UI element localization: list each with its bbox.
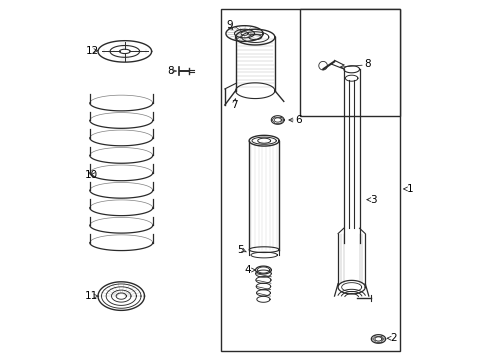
Bar <box>299 9 399 116</box>
Text: 6: 6 <box>295 115 302 125</box>
Text: 7: 7 <box>231 100 238 110</box>
Text: 9: 9 <box>226 19 232 30</box>
Text: 1: 1 <box>406 184 412 194</box>
Text: 11: 11 <box>85 291 98 301</box>
Bar <box>221 9 399 351</box>
Text: 4: 4 <box>244 265 251 275</box>
Text: 2: 2 <box>390 333 396 343</box>
Text: 12: 12 <box>85 46 99 56</box>
Text: 5: 5 <box>236 245 243 255</box>
Text: 8: 8 <box>364 59 370 69</box>
Text: 10: 10 <box>84 170 97 180</box>
Text: 8: 8 <box>166 66 173 76</box>
Text: 3: 3 <box>370 195 376 204</box>
